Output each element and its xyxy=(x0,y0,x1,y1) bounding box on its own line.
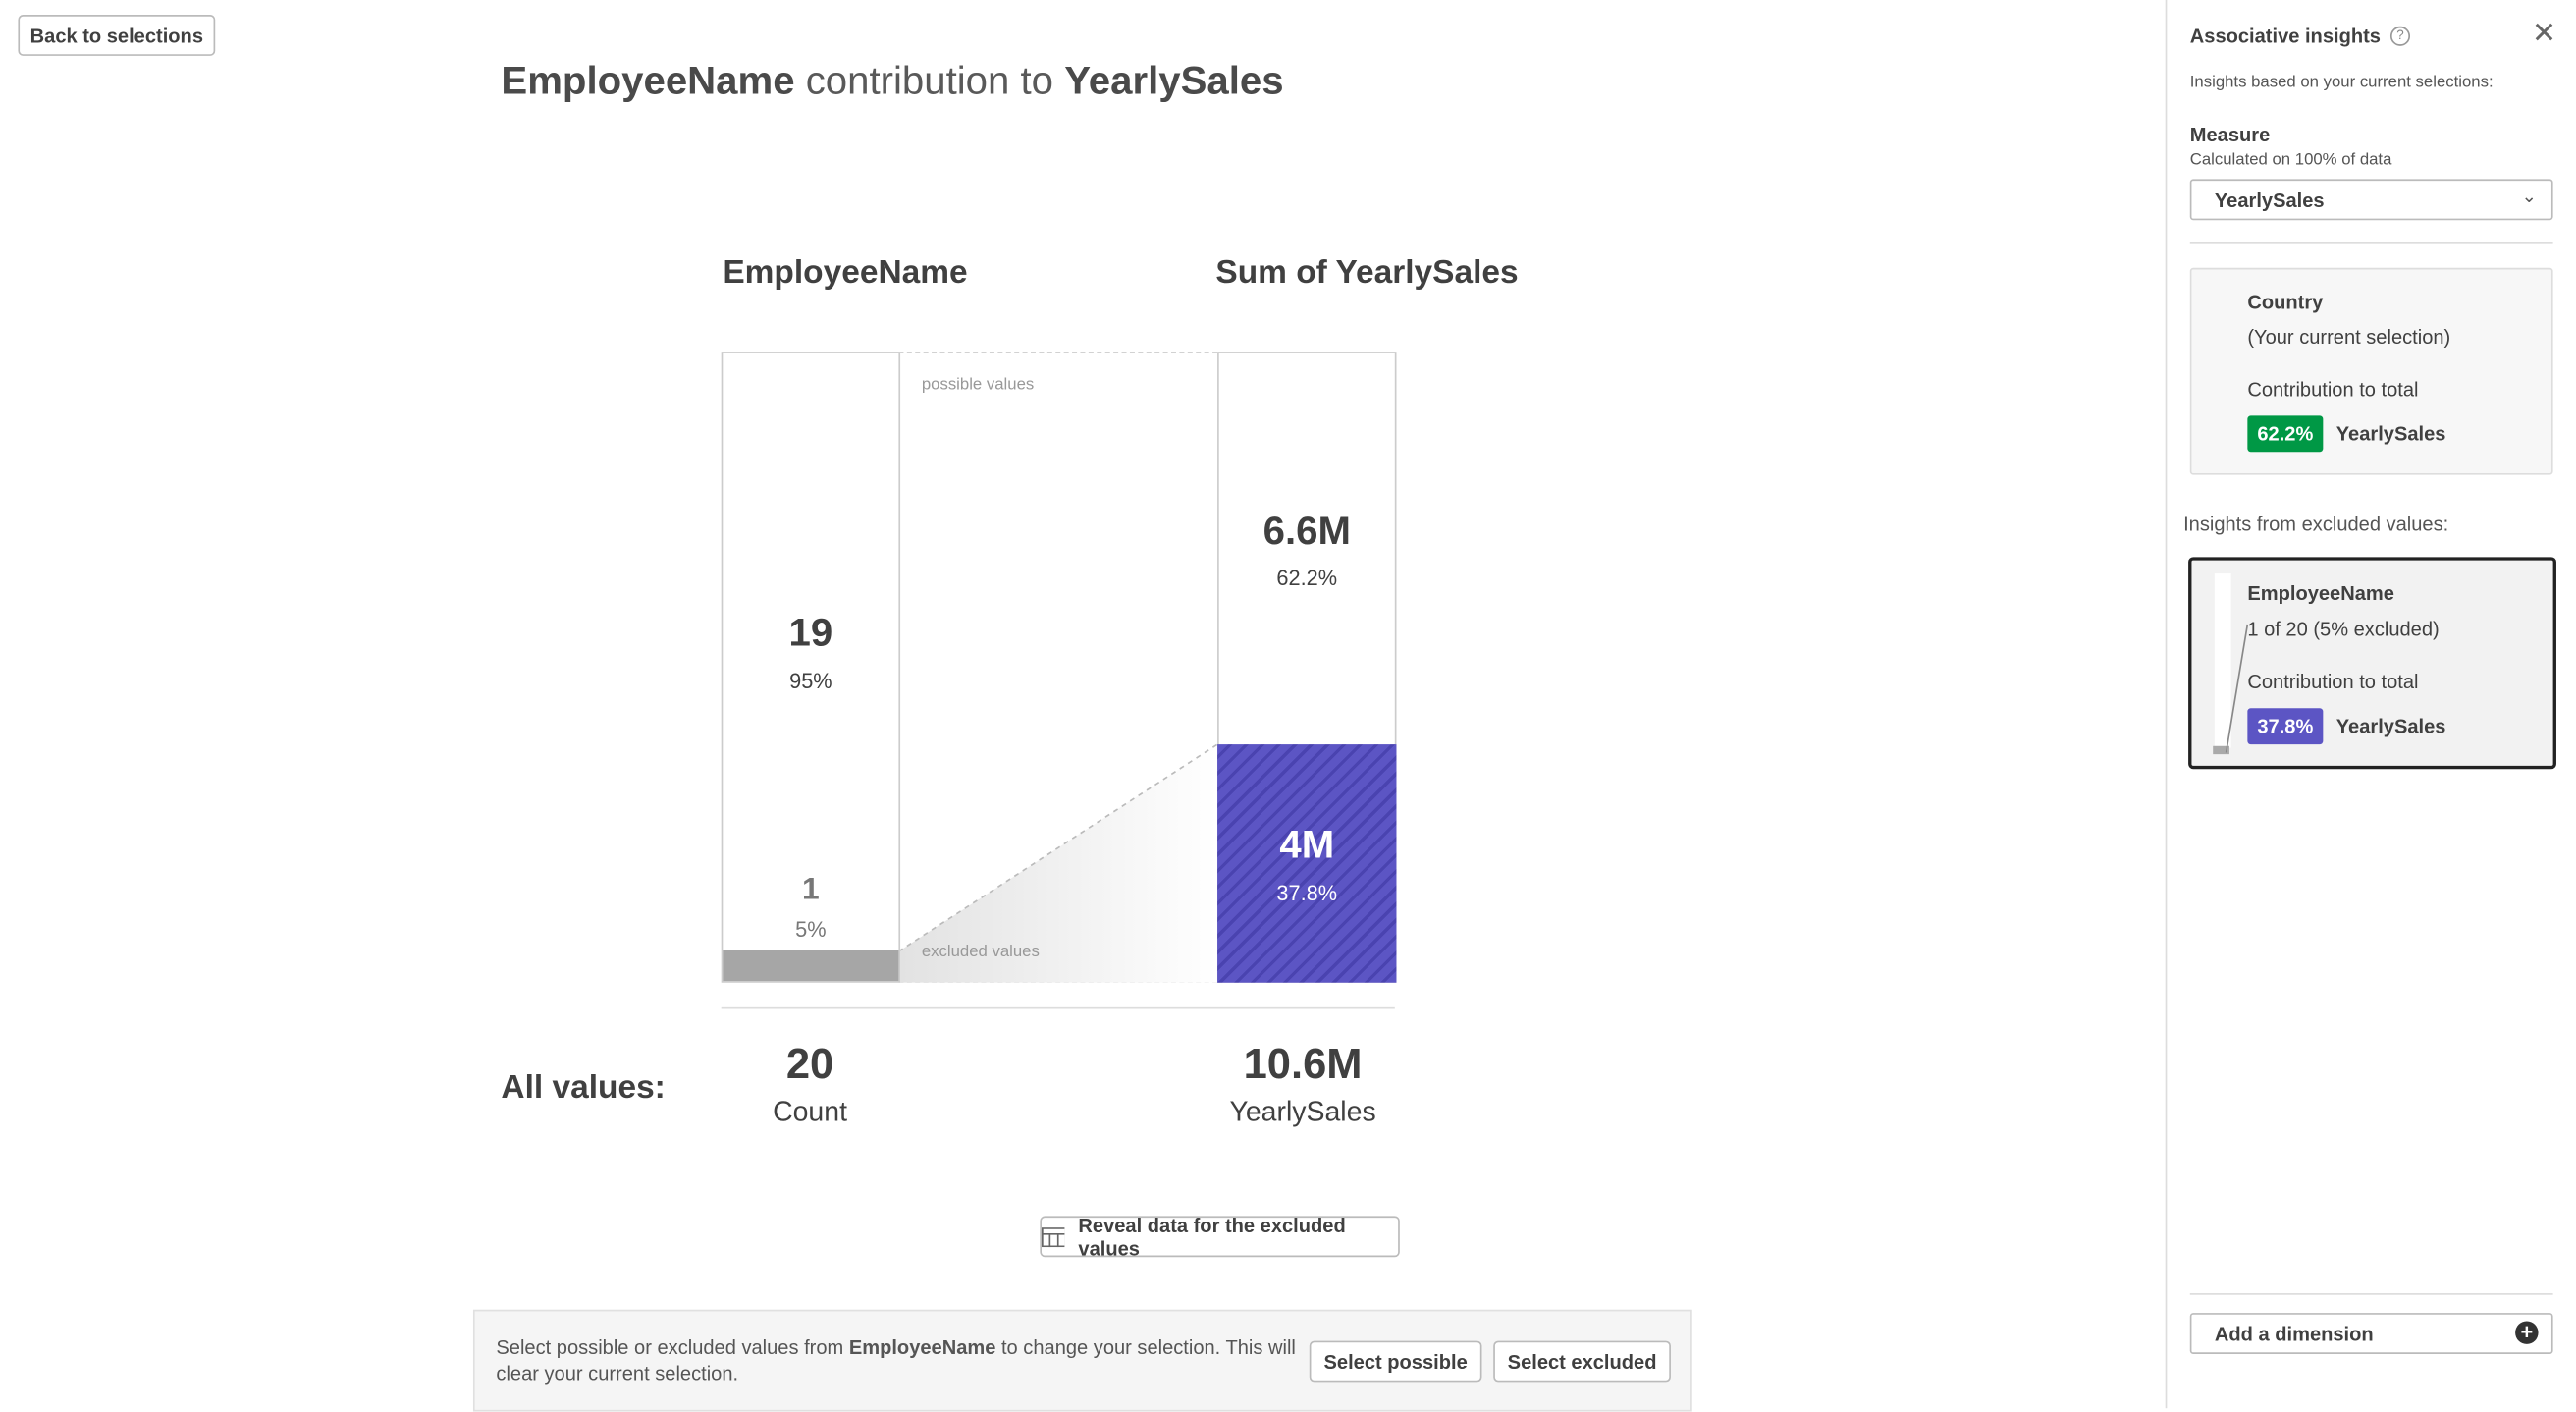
excluded-values-label: excluded values xyxy=(921,943,1040,961)
excluded-insight-card[interactable]: EmployeeName 1 of 20 (5% excluded) Contr… xyxy=(2188,557,2556,770)
total-sum: 10.6M xyxy=(1243,1038,1363,1088)
possible-count-pct: 95% xyxy=(789,669,832,694)
possible-sum-pct: 62.2% xyxy=(1276,565,1338,590)
divider xyxy=(721,1006,1395,1009)
reveal-excluded-label: Reveal data for the excluded values xyxy=(1078,1213,1346,1260)
possible-count: 19 xyxy=(788,611,833,656)
measure-label: Measure xyxy=(2189,123,2271,146)
card-field: Country xyxy=(2247,291,2324,314)
sum-column: 6.6M 62.2% 4M 37.8% xyxy=(1217,352,1397,983)
back-to-selections-button[interactable]: Back to selections xyxy=(18,15,216,56)
mini-excluded-bar xyxy=(2213,745,2229,755)
mini-connector xyxy=(2225,624,2249,753)
card-measure: YearlySales xyxy=(2335,422,2446,446)
title-middle: contribution to xyxy=(794,59,1065,104)
page-title: EmployeeName contribution to YearlySales xyxy=(501,59,1283,105)
footer-text: Select possible or excluded values from … xyxy=(496,1334,1301,1387)
title-dimension: EmployeeName xyxy=(501,59,795,104)
footer-field: EmployeeName xyxy=(848,1335,996,1359)
contribution-badge: 62.2% xyxy=(2247,415,2324,453)
insights-panel: Associative insights ? ✕ Insights based … xyxy=(2165,0,2576,1409)
measure-note: Calculated on 100% of data xyxy=(2189,150,2392,170)
total-count: 20 xyxy=(785,1038,834,1088)
measure-dropdown[interactable]: YearlySales ⌄ xyxy=(2189,179,2553,221)
close-icon[interactable]: ✕ xyxy=(2531,16,2557,50)
excluded-sum-pct: 37.8% xyxy=(1276,880,1338,906)
total-sum-label: YearlySales xyxy=(1229,1096,1376,1128)
total-count-label: Count xyxy=(773,1096,848,1128)
all-values-label: All values: xyxy=(501,1069,666,1107)
excluded-heading: Insights from excluded values: xyxy=(2183,513,2449,536)
selection-footer: Select possible or excluded values from … xyxy=(472,1309,1692,1412)
reveal-excluded-button[interactable]: Reveal data for the excluded values xyxy=(1040,1213,1400,1260)
panel-bottom-divider xyxy=(2189,1293,2553,1295)
help-icon[interactable]: ? xyxy=(2389,26,2411,46)
dimension-header: EmployeeName xyxy=(723,254,968,292)
contribution-badge: 37.8% xyxy=(2247,708,2324,745)
chevron-down-icon: ⌄ xyxy=(2521,187,2537,207)
possible-sum: 6.6M xyxy=(1262,509,1351,554)
plus-circle-icon: + xyxy=(2515,1321,2539,1344)
measure-dropdown-value: YearlySales xyxy=(2214,189,2325,212)
connector-area: possible values excluded values xyxy=(898,352,1218,983)
panel-title: Associative insights xyxy=(2189,25,2381,48)
connector-wedge xyxy=(898,743,1218,983)
title-measure: YearlySales xyxy=(1064,59,1284,104)
excluded-count-pct: 5% xyxy=(795,916,827,942)
card-note: (Your current selection) xyxy=(2247,325,2451,349)
card-measure: YearlySales xyxy=(2335,714,2446,738)
footer-text-pre: Select possible or excluded values from xyxy=(496,1335,849,1359)
excluded-count-bar[interactable] xyxy=(723,950,899,982)
table-icon xyxy=(1041,1226,1066,1247)
measure-header: Sum of YearlySales xyxy=(1215,254,1519,292)
count-column: 19 95% 1 5% xyxy=(721,352,901,983)
panel-subtitle: Insights based on your current selection… xyxy=(2189,74,2494,92)
mini-column xyxy=(2214,573,2231,748)
card-contribution-label: Contribution to total xyxy=(2247,377,2419,402)
select-possible-button[interactable]: Select possible xyxy=(1309,1340,1482,1383)
card-contribution-label: Contribution to total xyxy=(2247,670,2419,694)
card-field: EmployeeName xyxy=(2247,581,2394,605)
excluded-count: 1 xyxy=(802,872,820,907)
footer-text-post: to change your selection. This will clea… xyxy=(496,1335,1296,1385)
select-excluded-button[interactable]: Select excluded xyxy=(1493,1340,1671,1383)
card-note: 1 of 20 (5% excluded) xyxy=(2247,618,2440,641)
panel-divider xyxy=(2189,242,2553,244)
current-selection-card[interactable]: Country (Your current selection) Contrib… xyxy=(2189,267,2553,475)
add-dimension-button[interactable]: Add a dimension + xyxy=(2189,1313,2553,1354)
excluded-sum: 4M xyxy=(1279,823,1335,868)
possible-values-label: possible values xyxy=(921,376,1035,395)
excluded-sum-bar[interactable]: 4M 37.8% xyxy=(1217,744,1397,983)
add-dimension-label: Add a dimension xyxy=(2214,1323,2374,1346)
